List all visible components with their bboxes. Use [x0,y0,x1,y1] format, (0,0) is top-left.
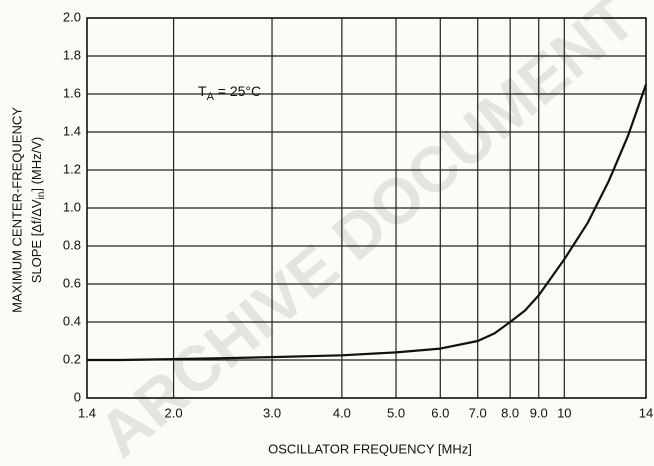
y-tick-label: 1.0 [63,199,81,214]
y-label-sub: in [36,192,47,200]
x-tick-label: 2.0 [165,405,183,420]
annotation-rest: = 25°C [214,83,261,99]
x-tick-label: 1.4 [78,405,96,420]
annotation-sub: A [207,91,215,103]
x-tick-label: 14 [639,405,653,420]
y-tick-label: 1.2 [63,161,81,176]
y-tick-label: 0.2 [63,351,81,366]
y-tick-label: 2.0 [63,9,81,24]
y-label-part: ] (MHz/V) [29,137,44,192]
y-label-part: SLOPE [Δf/ΔV [29,199,44,283]
x-tick-label: 10 [557,405,571,420]
x-tick-label: 6.0 [431,405,449,420]
annotation-symbol: T [198,83,207,99]
y-tick-label: 0.6 [63,275,81,290]
y-axis-label: MAXIMUM CENTER-FREQUENCY [9,107,24,313]
plot-frame [86,17,647,399]
y-tick-label: 0 [74,389,81,404]
annotation: TA = 25°C [198,83,261,103]
x-tick-label: 7.0 [469,405,487,420]
y-tick-label: 1.6 [63,85,81,100]
x-tick-label: 8.0 [501,405,519,420]
x-axis-label: OSCILLATOR FREQUENCY [MHz] [268,441,472,456]
y-tick-label: 1.4 [63,123,81,138]
y-tick-label: 0.4 [63,313,81,328]
x-tick-label: 5.0 [387,405,405,420]
x-tick-label: 9.0 [530,405,548,420]
y-axis-label: SLOPE [Δf/ΔVin] (MHz/V) [29,137,46,284]
y-tick-label: 0.8 [63,237,81,252]
data-line [87,84,648,362]
x-tick-label: 3.0 [263,405,281,420]
y-tick-label: 1.8 [63,47,81,62]
x-tick-label: 4.0 [333,405,351,420]
